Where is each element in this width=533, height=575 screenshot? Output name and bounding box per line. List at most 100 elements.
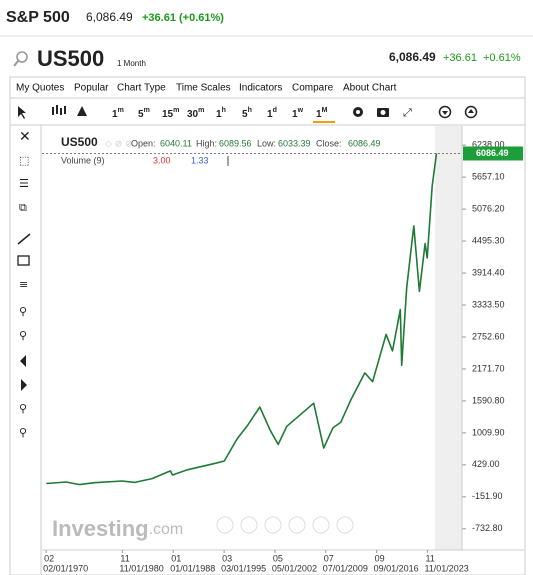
chart-symbol: US500 bbox=[61, 135, 98, 149]
menu-item[interactable]: Popular bbox=[74, 83, 109, 94]
y-tick-label: 4495.30 bbox=[472, 235, 505, 245]
timeframe-unit: m bbox=[173, 107, 179, 114]
volume-label: Volume (9) bbox=[61, 155, 105, 165]
zoom-out-tool[interactable]: ⚲ bbox=[19, 329, 27, 342]
x-tick-label: 09/01/2016 bbox=[374, 563, 419, 573]
y-tick-label: 1009.90 bbox=[472, 427, 505, 437]
timeframe[interactable]: 1m bbox=[112, 107, 124, 120]
next-tool[interactable] bbox=[21, 379, 27, 391]
legend-icons[interactable]: ◇ ⊘ ⊘ bbox=[105, 140, 133, 150]
timeframe-unit: m bbox=[144, 107, 150, 114]
save-icon[interactable] bbox=[438, 105, 452, 119]
camera-icon[interactable] bbox=[377, 108, 389, 117]
rect-tool[interactable] bbox=[17, 255, 30, 266]
ohlc-value: 6040.11 bbox=[160, 138, 192, 148]
period: 1 Month bbox=[117, 59, 146, 68]
timeframe-unit: h bbox=[248, 107, 252, 114]
x-tick-label: 05/01/2002 bbox=[272, 563, 317, 573]
x-tick-label: 11/01/1980 bbox=[119, 563, 163, 573]
playback-controls bbox=[216, 516, 354, 534]
timeframe-unit: m bbox=[198, 107, 204, 114]
timeframe-unit: M bbox=[322, 107, 328, 114]
magnet-tool[interactable]: ⚲ bbox=[19, 402, 27, 415]
settings-icon[interactable] bbox=[353, 107, 363, 117]
menu-item[interactable]: My Quotes bbox=[16, 83, 64, 94]
timeframe-num: 1 bbox=[112, 109, 118, 120]
y-tick-label: 2752.60 bbox=[472, 331, 505, 341]
fullscreen-icon[interactable]: ⤢ bbox=[403, 106, 412, 119]
timeframe[interactable]: 1d bbox=[267, 107, 277, 120]
timeframe[interactable]: 15m bbox=[162, 107, 179, 120]
y-tick-label: 429.00 bbox=[472, 459, 500, 469]
header-price: 6,086.49 bbox=[86, 10, 133, 24]
selected-underline bbox=[313, 121, 335, 123]
x-tick-month: 11 bbox=[120, 553, 129, 563]
y-tick-label: 1590.80 bbox=[472, 395, 505, 405]
ohlc-label: Low: bbox=[257, 138, 276, 148]
timeframe-num: 1 bbox=[216, 109, 222, 120]
timeframe-unit: m bbox=[118, 107, 124, 114]
menu-item[interactable]: Chart Type bbox=[117, 83, 166, 94]
lock-tool[interactable]: ⚲ bbox=[19, 426, 27, 439]
zoom-in-tool[interactable]: ⚲ bbox=[19, 305, 27, 318]
watermark: Investing.com bbox=[52, 516, 183, 541]
tool-column bbox=[9, 124, 42, 575]
timeframe[interactable]: 5h bbox=[242, 107, 252, 120]
x-tick-month: 03 bbox=[222, 553, 232, 563]
timeframe-num: 1 bbox=[316, 109, 322, 120]
load-icon[interactable] bbox=[464, 105, 478, 119]
timeframe-num: 5 bbox=[242, 109, 248, 120]
price-line bbox=[46, 153, 438, 486]
x-tick-month: 07 bbox=[324, 553, 334, 563]
prev-tool[interactable] bbox=[20, 355, 26, 367]
candles-tool[interactable] bbox=[52, 105, 66, 115]
x-tick-month: 09 bbox=[375, 553, 385, 563]
group-tool[interactable]: ⧉ bbox=[19, 201, 27, 214]
y-tick-label: 5657.10 bbox=[472, 171, 505, 181]
timeframe[interactable]: 30m bbox=[187, 107, 204, 120]
hlines-tool[interactable]: ≡ bbox=[19, 278, 28, 291]
ohlc-value: 6089.56 bbox=[219, 138, 252, 148]
menu-item[interactable]: Time Scales bbox=[176, 83, 231, 94]
ohlc-label: Open: bbox=[131, 138, 156, 148]
x-tick-label: 03/01/1995 bbox=[221, 563, 266, 573]
volume-value: 1.33 bbox=[191, 155, 209, 165]
timeframe[interactable]: 5m bbox=[138, 107, 150, 120]
timeframe-unit: d bbox=[273, 107, 277, 114]
x-tick-label: 11/01/2023 bbox=[424, 563, 468, 573]
x-tick-label: 02/01/1970 bbox=[43, 563, 88, 573]
timeframe-num: 5 bbox=[138, 109, 144, 120]
menu-item[interactable]: About Chart bbox=[343, 83, 397, 94]
select-tool[interactable]: ⬚ bbox=[19, 154, 29, 167]
x-tick-month: 05 bbox=[273, 553, 283, 563]
y-tick-label: 2171.70 bbox=[472, 363, 505, 373]
timeframe[interactable]: 1w bbox=[292, 107, 304, 120]
ohlc-label: High: bbox=[196, 138, 217, 148]
y-tick-label: 3333.50 bbox=[472, 299, 505, 309]
menu-item[interactable]: Indicators bbox=[239, 83, 282, 94]
ohlc-value: 6086.49 bbox=[348, 138, 381, 148]
y-tick-label: -732.80 bbox=[472, 523, 503, 533]
y-tick-label: -151.90 bbox=[472, 491, 503, 501]
quote-change: +36.61 bbox=[443, 52, 477, 64]
watermark-domain: .com bbox=[149, 521, 184, 538]
fib-tool[interactable]: ☰ bbox=[19, 177, 29, 190]
ohlc-value: 6033.39 bbox=[278, 138, 311, 148]
quote-change-pct: +0.61% bbox=[483, 52, 521, 64]
timeframe[interactable]: 1h bbox=[216, 107, 226, 120]
timeframe[interactable]: 1M bbox=[316, 107, 328, 120]
area-tool[interactable] bbox=[77, 106, 87, 116]
line-tool[interactable] bbox=[17, 233, 31, 245]
last-price-label: 6086.49 bbox=[476, 148, 509, 158]
x-tick-month: 11 bbox=[425, 553, 434, 563]
header-change: +36.61 (+0.61%) bbox=[142, 12, 224, 24]
cursor-tool[interactable] bbox=[18, 106, 26, 119]
y-tick-label: 3914.40 bbox=[472, 267, 505, 277]
x-tick-month: 02 bbox=[44, 553, 54, 563]
watermark-brand: Investing bbox=[52, 516, 149, 541]
close-tool[interactable]: ✕ bbox=[19, 129, 31, 145]
menu-item[interactable]: Compare bbox=[292, 83, 334, 94]
title: S&P 500 bbox=[6, 9, 70, 26]
search-icon[interactable] bbox=[13, 51, 28, 67]
